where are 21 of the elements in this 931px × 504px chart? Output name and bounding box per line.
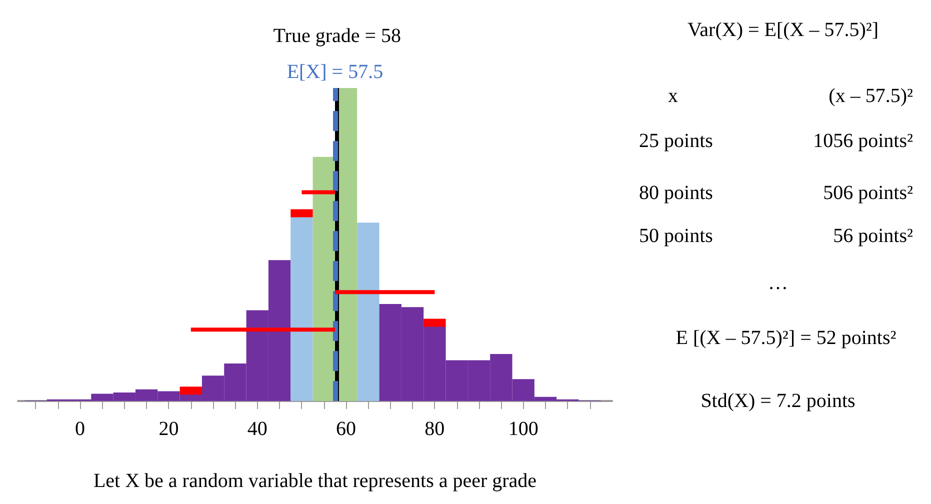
text: Std(X) = 7.2 points <box>700 390 856 412</box>
text: 56 points² <box>833 225 913 247</box>
x-tick-label: 60 <box>336 418 356 440</box>
x-tick-label: 40 <box>247 418 268 440</box>
text: Var(X) = E[(X – 57.5)²] <box>687 19 879 41</box>
ref-line-label: E[X] = 57.5 <box>286 61 384 83</box>
x-tick-label: 20 <box>158 418 179 440</box>
x-tick-label: 100 <box>508 418 538 440</box>
text: 50 points <box>639 225 714 247</box>
x-tick-label: 80 <box>424 418 445 440</box>
x-tick-label: 0 <box>75 418 86 440</box>
text: (x – 57.5)² <box>828 85 913 107</box>
text: E [(X – 57.5)²] = 52 points² <box>676 327 896 349</box>
text: x <box>668 85 678 107</box>
text: 25 points <box>639 130 714 152</box>
text: … <box>768 272 788 294</box>
text: 1056 points² <box>813 130 913 152</box>
ref-line-label: True grade = 58 <box>273 25 402 47</box>
text: 506 points² <box>823 182 913 204</box>
text: 80 points <box>639 182 714 204</box>
x-axis-title: Let X be a random variable that represents a peer grade <box>93 470 537 492</box>
